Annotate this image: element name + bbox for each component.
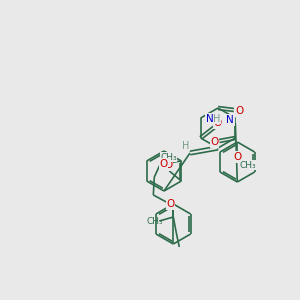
Text: H: H — [182, 141, 190, 151]
Text: N: N — [226, 115, 234, 125]
Text: O: O — [166, 199, 174, 209]
Text: O: O — [164, 160, 172, 170]
Text: CH₃: CH₃ — [239, 160, 256, 169]
Text: O: O — [210, 137, 218, 147]
Text: CH₃: CH₃ — [146, 218, 163, 226]
Text: O: O — [233, 152, 242, 162]
Text: O: O — [235, 106, 243, 116]
Text: O: O — [159, 159, 167, 169]
Text: N: N — [206, 114, 214, 124]
Text: O: O — [214, 118, 222, 128]
Text: CH₃: CH₃ — [160, 152, 177, 161]
Text: H: H — [213, 114, 220, 124]
